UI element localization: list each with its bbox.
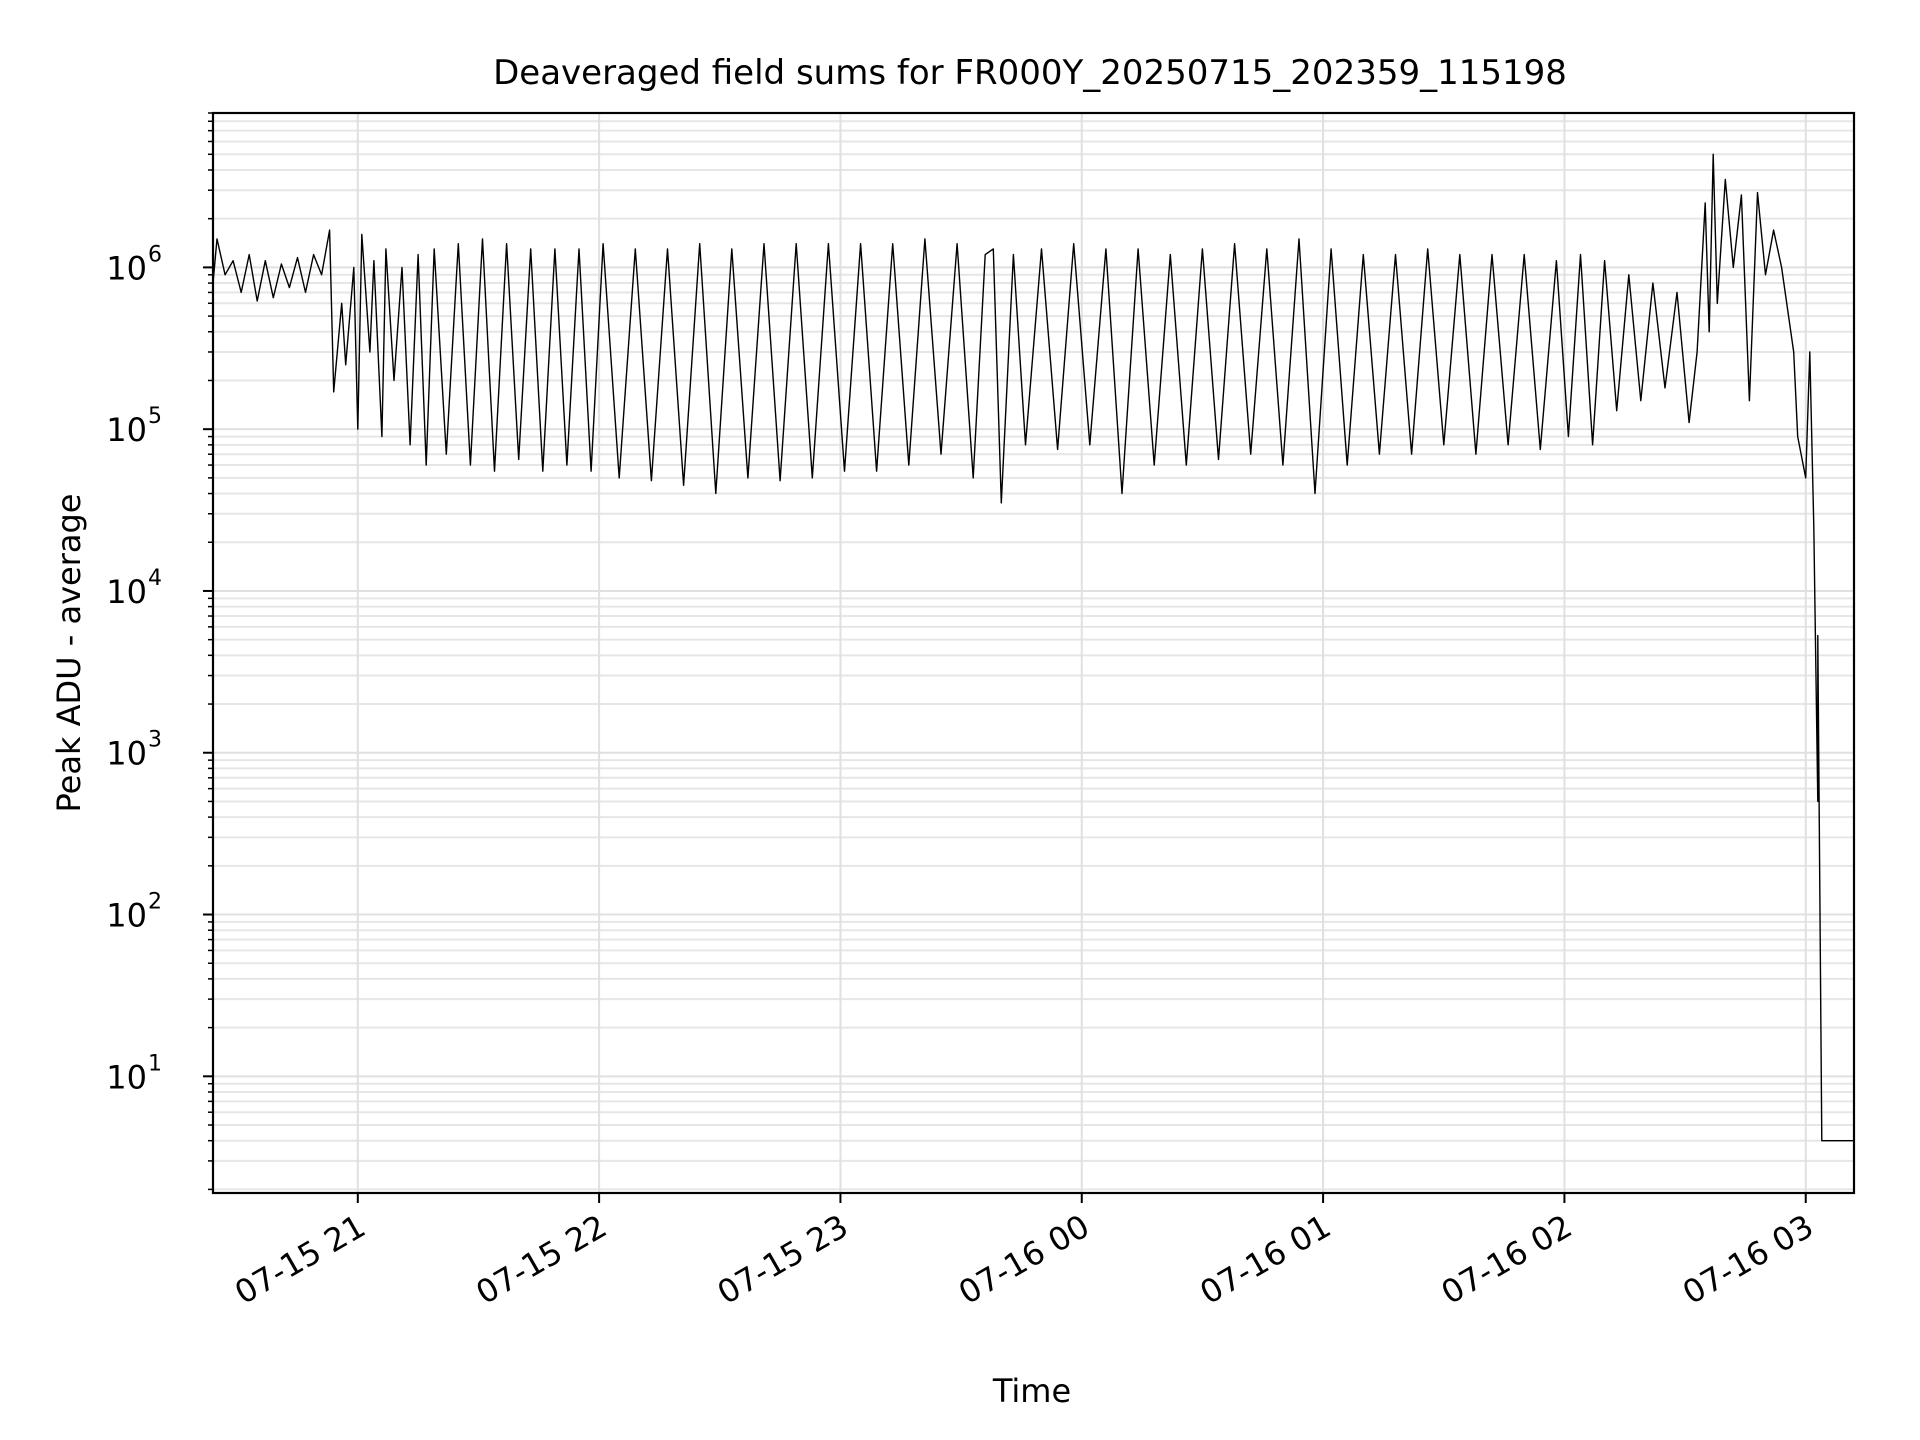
y-axis-label: Peak ADU - average [50, 494, 88, 813]
y-tick-label: 10 [106, 249, 147, 287]
y-tick-label-exponent: 6 [148, 242, 162, 267]
x-axis-label: Time [992, 1372, 1071, 1410]
y-tick-label-exponent: 4 [148, 566, 162, 591]
y-tick-label: 10 [106, 411, 147, 449]
y-tick-label: 10 [106, 735, 147, 773]
y-tick-label: 10 [106, 897, 147, 935]
y-tick-label-exponent: 5 [148, 404, 162, 429]
y-tick-label-exponent: 2 [148, 890, 162, 915]
y-tick-label-exponent: 1 [148, 1051, 162, 1076]
y-tick-label: 10 [106, 1058, 147, 1096]
data-series-line [212, 153, 1854, 1142]
chart-title: Deaveraged field sums for FR000Y_2025071… [493, 53, 1567, 93]
grid-layer [213, 112, 1854, 1193]
y-tick-label-exponent: 3 [148, 728, 162, 753]
series-layer [212, 153, 1854, 1142]
y-tick-label: 10 [106, 573, 147, 611]
plot-frame [211, 111, 1856, 1195]
